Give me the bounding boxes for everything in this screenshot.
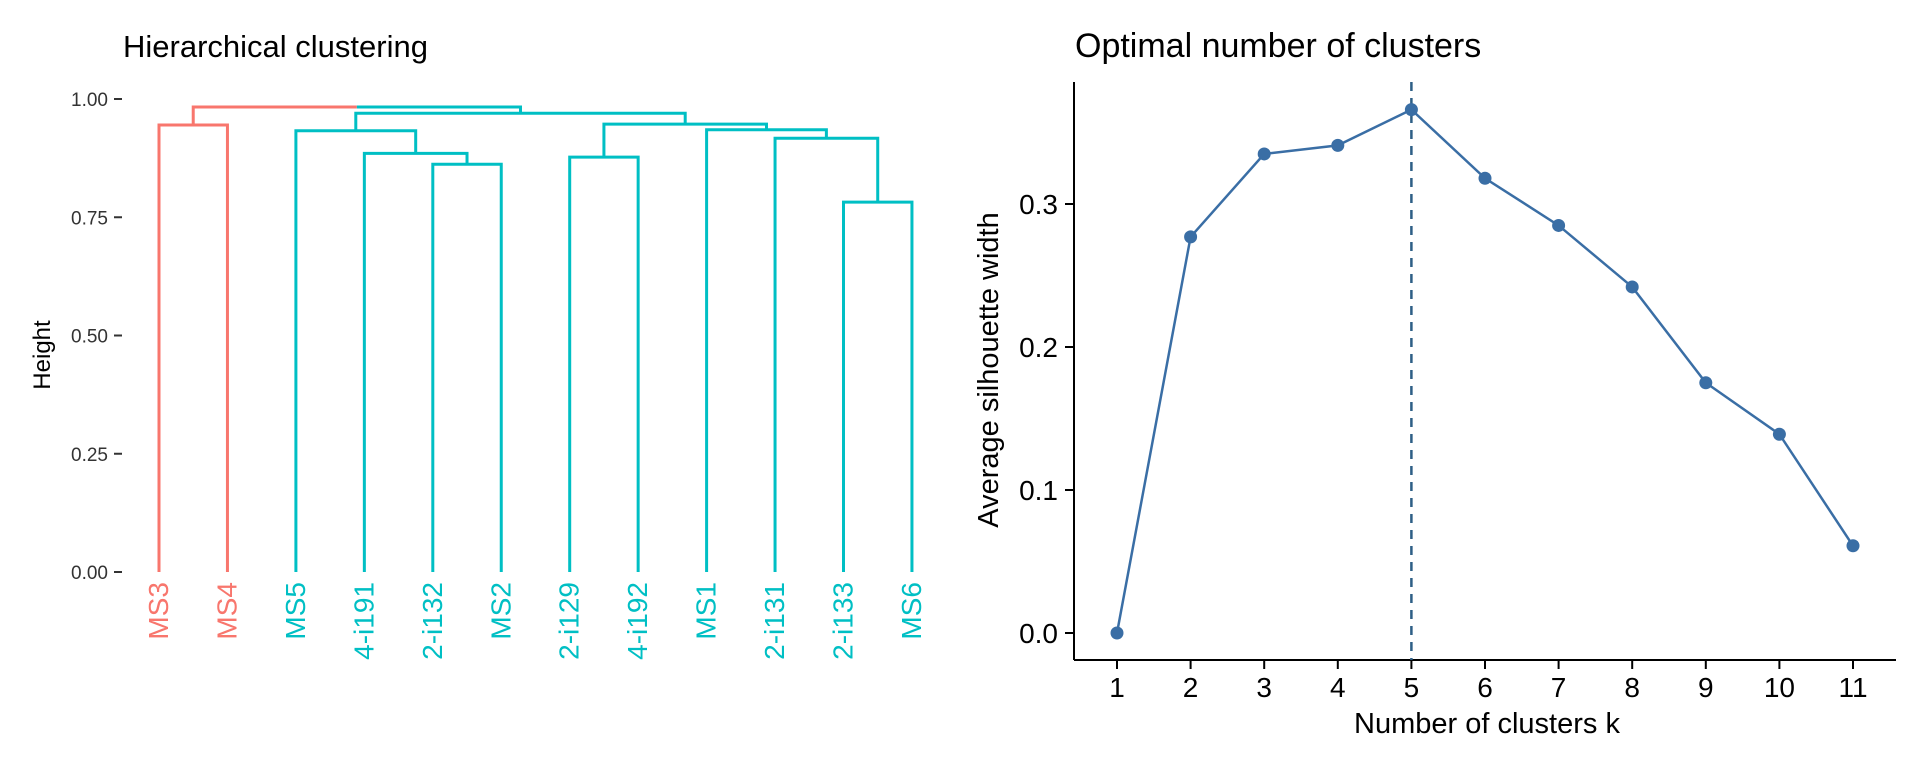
silhouette-x-tick-label: 11 — [1838, 672, 1867, 703]
dendrogram-link — [568, 155, 640, 572]
silhouette-point — [1331, 138, 1345, 152]
dendrogram-link — [356, 105, 523, 114]
silhouette-x-tick-label: 1 — [1109, 672, 1125, 703]
dendrogram-leaf-label: 4-i192 — [622, 582, 653, 660]
dendrogram-leaf-label: MS3 — [143, 582, 174, 640]
silhouette-y-tick-label: 0.3 — [1019, 189, 1058, 220]
silhouette-title: Optimal number of clusters — [1075, 27, 1481, 65]
silhouette-series-points — [1110, 103, 1860, 640]
silhouette-point — [1110, 626, 1124, 640]
dendrogram-y-tick-label: 0.50 — [71, 327, 108, 348]
silhouette-point — [1846, 539, 1860, 553]
silhouette-y-axis-label: Average silhouette width — [973, 212, 1005, 527]
dendrogram-link — [354, 111, 687, 131]
silhouette-point — [1772, 427, 1786, 441]
silhouette-y-tick-label: 0.2 — [1019, 332, 1058, 363]
silhouette-point — [1552, 218, 1566, 232]
silhouette-x-axis-label: Number of clusters k — [1354, 708, 1620, 740]
silhouette-point — [1699, 376, 1713, 390]
dendrogram-leaf-label: MS4 — [211, 582, 242, 640]
dendrogram-leaf-label: 2-i129 — [554, 582, 585, 660]
dendrogram-leaf-label: MS5 — [280, 582, 311, 640]
silhouette-x-tick-label: 4 — [1330, 672, 1346, 703]
dendrogram-link — [191, 105, 357, 126]
dendrogram-link — [842, 200, 914, 572]
dendrogram-y-tick-label: 1.00 — [71, 90, 108, 111]
silhouette-panel: Optimal number of clusters 0.00.10.20.3 … — [973, 27, 1896, 740]
silhouette-point — [1478, 171, 1492, 185]
dendrogram-leaf-label: 4-i191 — [348, 582, 379, 660]
silhouette-x-ticks: 1 2 3 4 5 6 7 8 9 10 11 — [1109, 660, 1868, 703]
dendrogram-leaf-labels: MS3 MS4 MS5 4-i191 2-i132 MS2 2-i129 4-i192 MS1 2… — [143, 582, 927, 660]
silhouette-y-ticks: 0.0 0.1 0.2 0.3 — [1019, 189, 1074, 649]
silhouette-x-tick-label: 2 — [1183, 672, 1199, 703]
dendrogram-link — [705, 128, 828, 572]
dendrogram-leaf-label: 2-i133 — [828, 582, 859, 660]
silhouette-x-tick-label: 6 — [1477, 672, 1493, 703]
dendrogram-link — [157, 123, 229, 572]
dendrogram-leaf-label: 2-i131 — [759, 582, 790, 660]
silhouette-point — [1184, 230, 1198, 244]
silhouette-x-tick-label: 7 — [1551, 672, 1567, 703]
dendrogram-leaf-label: 2-i132 — [417, 582, 448, 660]
dendrogram-link — [362, 151, 469, 572]
dendrogram-link — [431, 162, 503, 572]
dendrogram-leaf-label: MS1 — [691, 582, 722, 640]
silhouette-x-tick-label: 5 — [1404, 672, 1420, 703]
dendrogram-leaf-label: MS2 — [485, 582, 516, 640]
dendrogram-links — [157, 105, 914, 572]
silhouette-x-tick-label: 8 — [1624, 672, 1640, 703]
dendrogram-y-tick-label: 0.00 — [71, 563, 108, 584]
silhouette-y-tick-label: 0.0 — [1019, 618, 1058, 649]
silhouette-y-tick-label: 0.1 — [1019, 475, 1058, 506]
silhouette-point — [1625, 280, 1639, 294]
silhouette-x-tick-label: 9 — [1698, 672, 1714, 703]
dendrogram-link — [294, 129, 418, 572]
silhouette-series-line — [1115, 108, 1855, 634]
dendrogram-y-axis-label: Height — [29, 320, 56, 390]
dendrogram-y-ticks: 0.00 0.25 0.50 0.75 1.00 — [71, 90, 122, 584]
dendrogram-title: Hierarchical clustering — [123, 29, 428, 64]
silhouette-point — [1257, 147, 1271, 161]
silhouette-point — [1404, 103, 1418, 117]
dendrogram-leaf-label: MS6 — [896, 582, 927, 640]
silhouette-x-tick-label: 3 — [1256, 672, 1272, 703]
dendrogram-y-tick-label: 0.25 — [71, 445, 108, 466]
silhouette-x-tick-label: 10 — [1764, 672, 1795, 703]
dendrogram-y-tick-label: 0.75 — [71, 208, 108, 229]
dendrogram-panel: Hierarchical clustering Height 0.000.250… — [29, 29, 927, 660]
